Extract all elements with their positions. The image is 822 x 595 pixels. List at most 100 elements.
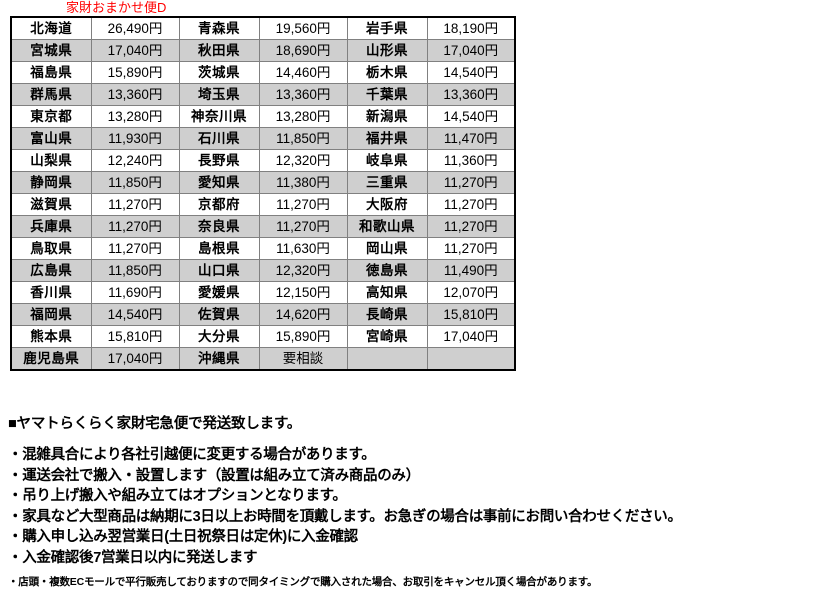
prefecture-cell: 愛知県 [178,171,260,194]
price-cell: 26,490円 [90,16,180,40]
table-row: 鹿児島県 17,040円 沖縄県 要相談 [10,347,516,371]
prefecture-cell: 静岡県 [10,171,92,194]
prefecture-shipping-fee-table: 北海道 26,490円 青森県 19,560円 岩手県 18,190円 宮城県 17,040円… [10,16,516,371]
price-cell: 13,280円 [90,105,180,128]
prefecture-cell: 神奈川県 [178,105,260,128]
note-item: ・運送会社で搬入・設置します（設置は組み立て済み商品のみ） [8,467,420,484]
price-cell: 17,040円 [426,39,516,62]
price-cell: 14,540円 [426,61,516,84]
prefecture-cell: 富山県 [10,127,92,150]
price-cell: 11,270円 [90,237,180,260]
prefecture-cell: 東京都 [10,105,92,128]
price-cell: 14,620円 [258,303,348,326]
note-item: ・吊り上げ搬入や組み立てはオプションとなります。 [8,488,347,504]
note-item: ・家具など大型商品は納期に3日以上お時間を頂戴します。お急ぎの場合は事前にお問い… [8,508,682,525]
price-cell: 12,320円 [258,149,348,172]
price-cell: 11,270円 [426,237,516,260]
table-row: 福島県 15,890円 茨城県 14,460円 栃木県 14,540円 [10,61,516,84]
prefecture-cell: 福井県 [346,127,428,150]
price-cell: 11,930円 [90,127,180,150]
prefecture-cell: 熊本県 [10,325,92,348]
prefecture-cell: 岩手県 [346,16,428,40]
table-row: 滋賀県 11,270円 京都府 11,270円 大阪府 11,270円 [10,193,516,216]
prefecture-cell: 鳥取県 [10,237,92,260]
prefecture-cell: 山口県 [178,259,260,282]
prefecture-cell: 宮崎県 [346,325,428,348]
notes-heading: ■ヤマトらくらく家財宅急便で発送致します。 [8,416,302,432]
prefecture-cell: 大分県 [178,325,260,348]
price-cell: 12,240円 [90,149,180,172]
price-cell: 11,850円 [90,259,180,282]
prefecture-cell: 愛媛県 [178,281,260,304]
prefecture-cell: 香川県 [10,281,92,304]
price-cell: 11,690円 [90,281,180,304]
shipping-notes-block: ■ヤマトらくらく家財宅急便で発送致します。 ・混雑具合により各社引越便に変更する… [8,414,818,590]
price-cell: 12,150円 [258,281,348,304]
fee-table-container: 北海道 26,490円 青森県 19,560円 岩手県 18,190円 宮城県 17,040円… [10,16,516,371]
price-cell: 15,810円 [426,303,516,326]
prefecture-cell: 京都府 [178,193,260,216]
price-cell: 18,690円 [258,39,348,62]
price-cell: 19,560円 [258,16,348,40]
prefecture-cell: 長野県 [178,149,260,172]
price-cell: 11,490円 [426,259,516,282]
prefecture-cell: 高知県 [346,281,428,304]
price-cell: 11,850円 [258,127,348,150]
prefecture-cell: 滋賀県 [10,193,92,216]
prefecture-cell: 沖縄県 [178,347,260,371]
prefecture-cell: 三重県 [346,171,428,194]
price-cell: 11,270円 [426,171,516,194]
price-cell: 15,810円 [90,325,180,348]
prefecture-cell: 茨城県 [178,61,260,84]
table-row: 東京都 13,280円 神奈川県 13,280円 新潟県 14,540円 [10,105,516,128]
prefecture-cell: 青森県 [178,16,260,40]
price-cell: 11,360円 [426,149,516,172]
table-row: 香川県 11,690円 愛媛県 12,150円 高知県 12,070円 [10,281,516,304]
price-cell: 11,270円 [426,215,516,238]
table-row: 広島県 11,850円 山口県 12,320円 徳島県 11,490円 [10,259,516,282]
notes-list: ・混雑具合により各社引越便に変更する場合があります。 ・運送会社で搬入・設置します… [8,445,818,590]
note-item: ・入金確認後7営業日以内に発送します [8,549,258,566]
price-cell: 11,380円 [258,171,348,194]
price-cell: 11,270円 [426,193,516,216]
price-cell: 要相談 [258,347,348,371]
prefecture-cell: 岡山県 [346,237,428,260]
prefecture-cell: 秋田県 [178,39,260,62]
price-cell: 17,040円 [426,325,516,348]
price-cell: 13,360円 [426,83,516,106]
prefecture-cell: 大阪府 [346,193,428,216]
prefecture-cell: 栃木県 [346,61,428,84]
prefecture-cell: 千葉県 [346,83,428,106]
table-row: 富山県 11,930円 石川県 11,850円 福井県 11,470円 [10,127,516,150]
price-cell [426,347,516,371]
table-row: 静岡県 11,850円 愛知県 11,380円 三重県 11,270円 [10,171,516,194]
prefecture-cell: 徳島県 [346,259,428,282]
table-row: 北海道 26,490円 青森県 19,560円 岩手県 18,190円 [10,16,516,40]
price-cell: 18,190円 [426,16,516,40]
prefecture-cell: 埼玉県 [178,83,260,106]
prefecture-cell: 島根県 [178,237,260,260]
prefecture-cell: 兵庫県 [10,215,92,238]
table-row: 宮城県 17,040円 秋田県 18,690円 山形県 17,040円 [10,39,516,62]
prefecture-cell: 新潟県 [346,105,428,128]
prefecture-cell: 和歌山県 [346,215,428,238]
price-cell: 11,470円 [426,127,516,150]
prefecture-cell: 山形県 [346,39,428,62]
price-cell: 11,270円 [258,193,348,216]
table-row: 群馬県 13,360円 埼玉県 13,360円 千葉県 13,360円 [10,83,516,106]
price-cell: 11,270円 [90,215,180,238]
prefecture-cell: 宮城県 [10,39,92,62]
prefecture-cell: 佐賀県 [178,303,260,326]
prefecture-cell: 岐阜県 [346,149,428,172]
prefecture-cell: 長崎県 [346,303,428,326]
price-cell: 17,040円 [90,347,180,371]
price-cell: 15,890円 [258,325,348,348]
price-cell: 13,280円 [258,105,348,128]
table-row: 鳥取県 11,270円 島根県 11,630円 岡山県 11,270円 [10,237,516,260]
prefecture-cell: 北海道 [10,16,92,40]
prefecture-cell: 山梨県 [10,149,92,172]
price-cell: 14,540円 [90,303,180,326]
prefecture-cell [346,347,428,371]
prefecture-cell: 奈良県 [178,215,260,238]
